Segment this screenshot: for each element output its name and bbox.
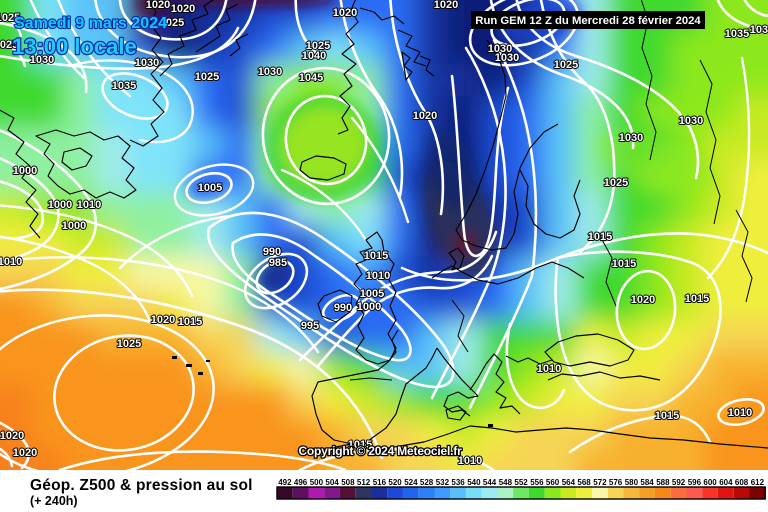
svg-text:990: 990 — [263, 246, 281, 258]
svg-text:1020: 1020 — [413, 110, 437, 122]
svg-text:564: 564 — [562, 478, 576, 487]
svg-text:592: 592 — [672, 478, 686, 487]
svg-text:492: 492 — [278, 478, 292, 487]
svg-text:1000: 1000 — [48, 199, 72, 211]
svg-text:1015: 1015 — [178, 316, 202, 328]
svg-text:1025: 1025 — [160, 17, 184, 29]
svg-text:Copyright © 2024 Meteociel.fr: Copyright © 2024 Meteociel.fr — [298, 444, 462, 458]
svg-text:512: 512 — [357, 478, 371, 487]
svg-text:1000: 1000 — [357, 301, 381, 313]
svg-text:1025: 1025 — [306, 40, 330, 52]
svg-text:520: 520 — [388, 478, 402, 487]
svg-text:1010: 1010 — [366, 270, 390, 282]
svg-text:504: 504 — [325, 478, 339, 487]
svg-text:1015: 1015 — [588, 231, 612, 243]
svg-text:576: 576 — [609, 478, 623, 487]
svg-text:532: 532 — [436, 478, 450, 487]
svg-text:508: 508 — [341, 478, 355, 487]
svg-text:(+ 240h): (+ 240h) — [30, 494, 78, 508]
svg-text:1020: 1020 — [333, 7, 357, 19]
svg-text:1030: 1030 — [679, 115, 703, 127]
svg-text:1015: 1015 — [655, 410, 679, 422]
svg-text:1025: 1025 — [117, 338, 141, 350]
svg-text:1035: 1035 — [725, 28, 749, 40]
svg-text:1020: 1020 — [146, 0, 170, 11]
svg-text:1025: 1025 — [0, 39, 18, 51]
svg-text:1020: 1020 — [13, 447, 37, 459]
svg-text:1010: 1010 — [458, 455, 482, 467]
svg-text:588: 588 — [656, 478, 670, 487]
svg-text:1045: 1045 — [299, 72, 323, 84]
svg-text:Samedi 9 mars 2024: Samedi 9 mars 2024 — [14, 15, 167, 32]
svg-text:1020: 1020 — [434, 0, 458, 11]
svg-text:1010: 1010 — [537, 363, 561, 375]
svg-text:560: 560 — [546, 478, 560, 487]
svg-text:1010: 1010 — [77, 199, 101, 211]
svg-text:Géop. Z500 & pression au sol: Géop. Z500 & pression au sol — [30, 477, 253, 494]
svg-text:1030: 1030 — [495, 52, 519, 64]
svg-text:1035: 1035 — [750, 24, 768, 36]
svg-text:1000: 1000 — [13, 165, 37, 177]
svg-text:1015: 1015 — [364, 250, 388, 262]
svg-text:1005: 1005 — [360, 288, 384, 300]
svg-text:Run GEM 12 Z du Mercredi 28 fé: Run GEM 12 Z du Mercredi 28 février 2024 — [475, 15, 701, 27]
svg-text:1030: 1030 — [135, 57, 159, 69]
svg-text:1030: 1030 — [488, 43, 512, 55]
svg-text:584: 584 — [640, 478, 654, 487]
svg-text:1015: 1015 — [685, 293, 709, 305]
svg-text:540: 540 — [467, 478, 481, 487]
svg-text:516: 516 — [373, 478, 387, 487]
svg-text:1030: 1030 — [30, 54, 54, 66]
svg-text:1020: 1020 — [171, 3, 195, 15]
svg-text:544: 544 — [483, 478, 497, 487]
svg-text:500: 500 — [310, 478, 324, 487]
svg-text:596: 596 — [688, 478, 702, 487]
svg-text:1035: 1035 — [112, 80, 136, 92]
svg-text:13:00 locale: 13:00 locale — [12, 34, 137, 59]
svg-text:1005: 1005 — [198, 182, 222, 194]
svg-text:1010: 1010 — [728, 407, 752, 419]
svg-text:1030: 1030 — [619, 132, 643, 144]
svg-text:608: 608 — [735, 478, 749, 487]
svg-text:1015: 1015 — [348, 439, 372, 451]
svg-text:580: 580 — [625, 478, 639, 487]
svg-text:536: 536 — [451, 478, 465, 487]
svg-text:1010: 1010 — [0, 256, 22, 268]
svg-text:568: 568 — [577, 478, 591, 487]
svg-text:612: 612 — [751, 478, 765, 487]
svg-text:528: 528 — [420, 478, 434, 487]
svg-text:1025: 1025 — [554, 59, 578, 71]
svg-text:600: 600 — [703, 478, 717, 487]
svg-text:552: 552 — [514, 478, 528, 487]
svg-text:1040: 1040 — [302, 50, 326, 62]
svg-text:1020: 1020 — [151, 314, 175, 326]
svg-text:1020: 1020 — [0, 430, 24, 442]
svg-text:1025: 1025 — [0, 12, 20, 24]
svg-text:1025: 1025 — [195, 71, 219, 83]
svg-text:1025: 1025 — [604, 177, 628, 189]
svg-text:496: 496 — [294, 478, 308, 487]
svg-text:604: 604 — [719, 478, 733, 487]
svg-text:985: 985 — [269, 257, 287, 269]
svg-text:556: 556 — [530, 478, 544, 487]
svg-text:995: 995 — [301, 320, 319, 332]
svg-text:990: 990 — [334, 302, 352, 314]
svg-text:548: 548 — [499, 478, 513, 487]
svg-text:1015: 1015 — [612, 258, 636, 270]
svg-text:1020: 1020 — [631, 294, 655, 306]
svg-text:524: 524 — [404, 478, 418, 487]
svg-text:1030: 1030 — [258, 66, 282, 78]
svg-text:572: 572 — [593, 478, 607, 487]
svg-text:1000: 1000 — [62, 220, 86, 232]
